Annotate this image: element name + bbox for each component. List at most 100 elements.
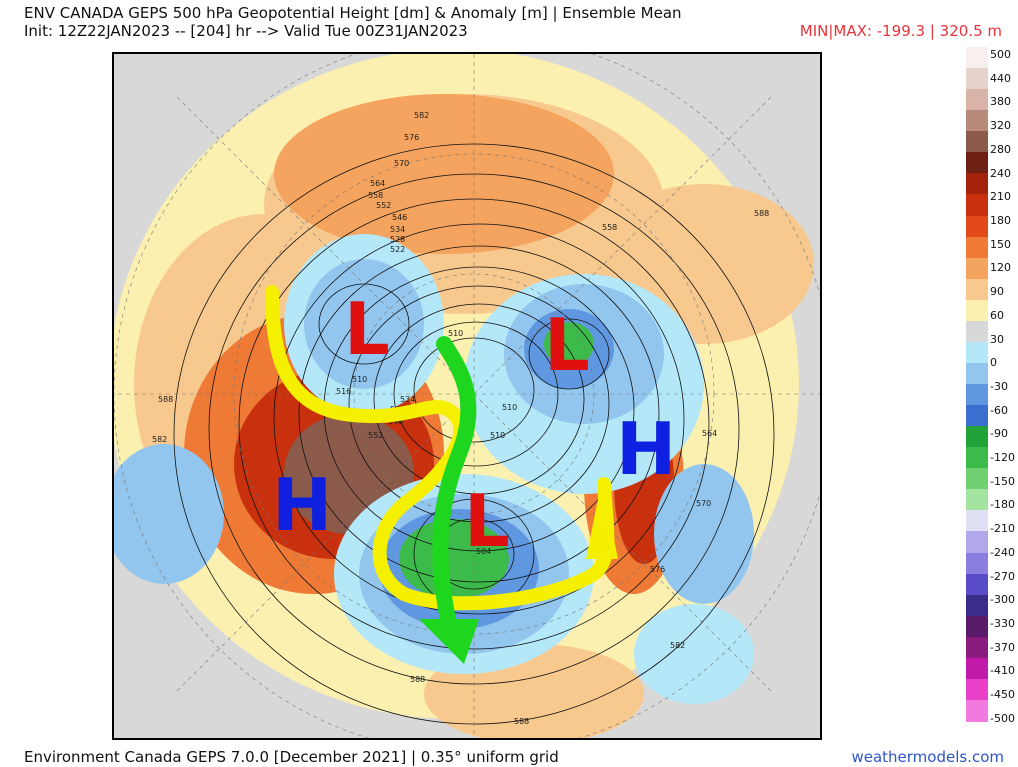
colorbar-tick-label: -450 xyxy=(990,688,1015,702)
anomaly-neg-60-d xyxy=(114,444,224,584)
contour-label: 564 xyxy=(702,429,717,438)
pressure-center-letters: L L L H H xyxy=(272,287,676,563)
contour-552 xyxy=(348,285,610,523)
colorbar-swatch xyxy=(966,131,988,153)
colorbar-swatch xyxy=(966,362,988,385)
colorbar-tick-label: -330 xyxy=(990,617,1015,631)
colorbar-tick-label: 150 xyxy=(990,237,1011,251)
colorbar-tick-label: 90 xyxy=(990,285,1004,299)
colorbar-tick-label: -60 xyxy=(990,403,1008,417)
colorbar-labels: 500 440 380 320 280 240 210 180 150 120 90 60 30 0 -30… xyxy=(990,47,1018,725)
contour-label: 504 xyxy=(476,547,491,556)
contour-label: 552 xyxy=(376,201,391,210)
chart-title: ENV CANADA GEPS 500 hPa Geopotential Hei… xyxy=(24,4,682,22)
low-center-siberia: L xyxy=(544,303,590,387)
colorbar-swatch xyxy=(966,278,988,301)
colorbar-tick-label: 30 xyxy=(990,332,1004,346)
colorbar-swatch xyxy=(966,173,988,195)
colorbar-tick-label: -410 xyxy=(990,664,1015,678)
contour-label: 576 xyxy=(650,565,665,574)
colorbar-tick-label: -370 xyxy=(990,640,1015,654)
site-link[interactable]: weathermodels.com xyxy=(851,748,1004,766)
contour-label: 582 xyxy=(670,641,685,650)
colorbar-swatch xyxy=(966,405,988,427)
meridian-6 xyxy=(473,93,775,395)
colorbar-swatch xyxy=(966,657,988,680)
colorbar-swatch xyxy=(966,320,988,343)
colorbar-swatch xyxy=(966,678,988,701)
colorbar-swatch xyxy=(966,510,988,532)
colorbar-swatch xyxy=(966,489,988,511)
contour-label: 558 xyxy=(368,191,383,200)
contour-low-ring-d xyxy=(528,318,610,390)
init-valid-line: Init: 12Z22JAN2023 -- [204] hr --> Valid… xyxy=(24,22,468,40)
contour-label: 534 xyxy=(400,395,415,404)
contour-label: 570 xyxy=(696,499,711,508)
colorbar-tick-label: 210 xyxy=(990,190,1011,204)
contour-546 xyxy=(373,303,585,495)
colorbar-swatch xyxy=(966,194,988,216)
anomaly-neg-30-f xyxy=(634,604,754,704)
colorbar-tick-label: 0 xyxy=(990,356,997,370)
colorbar-swatch xyxy=(966,594,988,617)
colorbar-swatch xyxy=(966,615,988,638)
colorbar-swatch xyxy=(966,299,988,322)
colorbar-tick-label: 280 xyxy=(990,142,1011,156)
contour-label: 510 xyxy=(352,375,367,384)
colorbar-tick-label: -30 xyxy=(990,379,1008,393)
colorbar-swatch xyxy=(966,531,988,553)
contour-label: 564 xyxy=(370,179,385,188)
colorbar-tick-label: -210 xyxy=(990,522,1015,536)
colorbar-swatch xyxy=(966,468,988,490)
contour-564 xyxy=(298,245,660,583)
colorbar-tick-label: -270 xyxy=(990,569,1015,583)
graticule xyxy=(114,54,820,738)
green-arrow-head xyxy=(419,619,479,664)
colorbar-swatch xyxy=(966,215,988,238)
cold-anomaly-shading xyxy=(114,234,754,704)
contour-label-group: 582 576 570 564 558 552 546 534 528 522 … xyxy=(152,111,769,726)
contour-label: 552 xyxy=(368,431,383,440)
colorbar-tick-label: -300 xyxy=(990,593,1015,607)
colorbar-tick-label: -120 xyxy=(990,451,1015,465)
colorbar-tick-label: -240 xyxy=(990,545,1015,559)
colorbar-tick-label: 240 xyxy=(990,166,1011,180)
contour-label: 528 xyxy=(390,235,405,244)
colorbar-swatch xyxy=(966,68,988,90)
anomaly-pos-90-north xyxy=(274,94,614,254)
polar-map-panel: 582 576 570 564 558 552 546 534 528 522 … xyxy=(112,52,822,740)
colorbar-swatch xyxy=(966,110,988,132)
colorbar-tick-label: -180 xyxy=(990,498,1015,512)
yellow-arrow-head xyxy=(586,479,618,559)
contour-label: 510 xyxy=(502,403,517,412)
colorbar xyxy=(966,47,988,722)
anomaly-neg-60-a xyxy=(304,259,424,389)
green-flow-arrow xyxy=(432,336,477,632)
low-center-eurasia: L xyxy=(464,479,510,563)
colorbar-swatch xyxy=(966,636,988,659)
colorbar-swatch xyxy=(966,447,988,469)
contour-label: 570 xyxy=(394,159,409,168)
contour-570 xyxy=(273,223,685,615)
colorbar-tick-label: 320 xyxy=(990,119,1011,133)
contour-label: 510 xyxy=(490,431,505,440)
colorbar-swatch xyxy=(966,552,988,575)
colorbar-swatch xyxy=(966,384,988,406)
contour-label: 516 xyxy=(336,387,351,396)
anomaly-neg-150-b xyxy=(544,322,594,366)
contour-label: 534 xyxy=(390,225,405,234)
colorbar-tick-label: 440 xyxy=(990,71,1011,85)
colorbar-tick-label: -90 xyxy=(990,427,1008,441)
meridian-5 xyxy=(173,93,475,395)
contour-label: 582 xyxy=(414,111,429,120)
colorbar-swatch xyxy=(966,257,988,280)
colorbar-swatch xyxy=(966,699,988,722)
contour-label: 510 xyxy=(448,329,463,338)
colorbar-tick-label: 120 xyxy=(990,261,1011,275)
colorbar-tick-label: 180 xyxy=(990,213,1011,227)
contour-label: 558 xyxy=(602,223,617,232)
anomaly-neg-150-c xyxy=(399,519,509,599)
meridian-8 xyxy=(473,393,775,695)
minmax-readout: MIN|MAX: -199.3 | 320.5 m xyxy=(799,22,1002,40)
contour-label: 588 xyxy=(514,717,529,726)
